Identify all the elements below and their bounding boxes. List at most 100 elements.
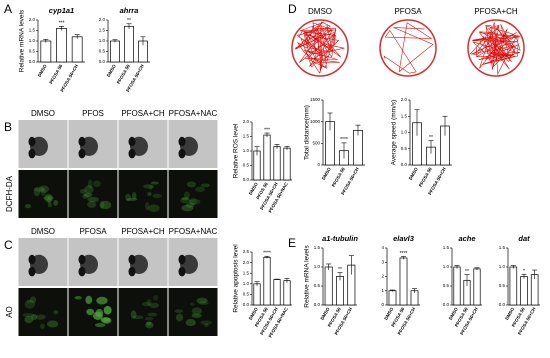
y-tick-label: 1.0 (401, 130, 408, 135)
y-tick-label: 0 (381, 302, 384, 307)
y-tick-label: 1.5 (443, 245, 450, 250)
fluorescence-spot (24, 299, 36, 309)
fluorescence-spot (190, 302, 195, 306)
bar (473, 268, 481, 306)
fluorescence-spot (47, 202, 53, 208)
y-axis-label: Relative apoptosis level (233, 244, 240, 313)
fluorescence-spot (152, 193, 162, 199)
bar (336, 276, 344, 306)
larva-eye (128, 136, 136, 147)
bar (40, 40, 52, 63)
fluorescence-spot (130, 310, 137, 319)
x-tick-label: DMSO (448, 306, 459, 321)
fluorescence-spot (175, 313, 184, 322)
y-tick-label: 2 (381, 274, 384, 279)
fluorescence-spot (33, 187, 41, 197)
fluorescence-image (168, 170, 218, 218)
x-tick-label: PFOSA 50+CH (59, 64, 79, 93)
fluorescence-spot (196, 297, 208, 304)
fluorescence-spot (82, 194, 89, 199)
fluorescence-spot (179, 197, 191, 204)
fluorescence-spot (40, 323, 45, 329)
x-tick-label: DMSO (248, 181, 259, 196)
y-tick-label: 1.0 (29, 38, 36, 43)
fluorescence-spot (40, 187, 47, 196)
larva-eye (78, 266, 86, 277)
y-tick-label: 0.0 (499, 302, 506, 307)
y-tick-label: 0.5 (499, 283, 506, 288)
fluorescence-spot (145, 321, 154, 329)
fluorescence-spot (47, 196, 52, 204)
larva-eye (178, 136, 186, 147)
image-label: PFOSA+NAC (169, 109, 218, 118)
image-label: PFOS (82, 109, 104, 118)
track (383, 22, 434, 74)
y-tick-label: 2.0 (401, 97, 408, 102)
fluorescence-spot (53, 310, 59, 315)
image-label: DMSO (308, 7, 332, 16)
fluorescence-spot (200, 183, 211, 188)
y-tick-label: 1.5 (499, 245, 506, 250)
y-axis-label: Relative ROS level (233, 123, 240, 178)
fluorescence-spot (185, 318, 196, 327)
fluorescence-spot (191, 313, 202, 318)
significance-label: ** (429, 135, 433, 141)
significance-label: ** (465, 269, 469, 275)
fluorescence-spot (38, 185, 49, 193)
y-axis-label: Average speed (mm/s) (391, 100, 398, 166)
fluorescence-spot (126, 197, 138, 202)
well (379, 19, 437, 77)
bar (263, 134, 271, 181)
fluorescence-spot (147, 312, 158, 317)
bar (124, 25, 134, 63)
fluorescence-spot (148, 185, 153, 190)
y-tick-label: 0.0 (401, 162, 408, 167)
bar (283, 280, 291, 306)
bar (453, 266, 461, 306)
chart-title: a1-tubulin (322, 234, 358, 243)
chart-title: cyp1a1 (49, 6, 74, 15)
fluorescence-image (118, 170, 168, 218)
bar (388, 290, 397, 306)
x-tick-label: DMSO (106, 63, 117, 78)
chart-title: ache (458, 234, 475, 243)
fluorescence-spot (26, 299, 32, 304)
fluorescence-spot (204, 323, 209, 327)
y-tick-label: 3 (381, 259, 384, 264)
fluorescence-spot (87, 179, 93, 189)
bar (273, 279, 281, 306)
fluorescence-spot (79, 188, 87, 194)
fluorescence-image (18, 170, 68, 218)
x-tick-label: DMSO (408, 166, 419, 181)
y-tick-label: 0.0 (243, 302, 250, 307)
x-tick-label: DMSO (383, 306, 394, 321)
bar (273, 146, 281, 181)
larva-eye (178, 148, 186, 159)
y-tick-label: 2.5 (243, 249, 250, 254)
larva-eye (28, 254, 36, 265)
larva-eye (128, 148, 136, 159)
fluorescence-spot (198, 301, 209, 306)
y-tick-label: 0.5 (314, 283, 321, 288)
y-tick-label: 0.5 (243, 163, 250, 168)
bar (399, 257, 408, 306)
larva-eye (78, 136, 86, 147)
fluorescence-spot (185, 202, 195, 208)
image-label: PFOSA+NAC (169, 227, 218, 236)
side-label: AO (5, 306, 14, 318)
bar (253, 283, 261, 306)
fluorescence-spot (195, 186, 205, 193)
larva-eye (78, 148, 86, 159)
y-tick-label: 1.5 (29, 28, 36, 33)
fluorescence-spot (33, 186, 45, 192)
fluorescence-spot (146, 299, 152, 307)
x-tick-label: DMSO (37, 63, 48, 78)
significance-label: **** (340, 137, 348, 143)
significance-label: * (523, 269, 525, 275)
fluorescence-spot (181, 196, 189, 201)
bar (520, 276, 528, 306)
image-label: PFOSA (394, 7, 422, 16)
y-tick-label: 1.0 (443, 264, 450, 269)
larva-eye (128, 266, 136, 277)
fluorescence-spot (95, 308, 104, 318)
